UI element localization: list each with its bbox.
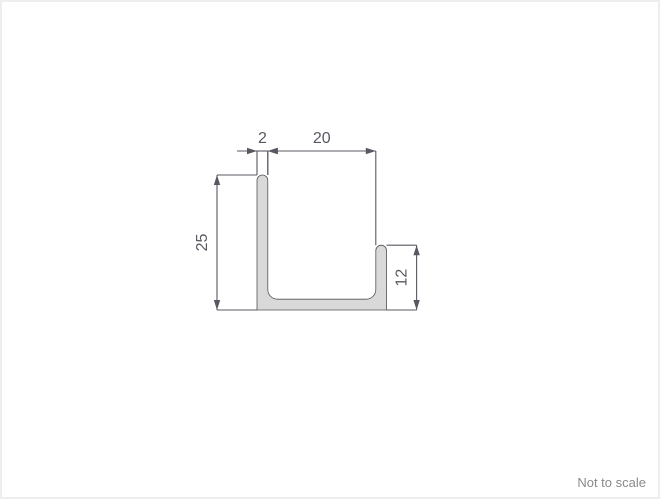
dim-rightheight-12: 12 [387,245,420,310]
svg-text:20: 20 [313,130,331,147]
svg-text:25: 25 [194,234,211,252]
u-channel-profile [257,175,387,310]
svg-text:12: 12 [394,269,411,287]
dim-thickness-2: 2 [237,130,288,175]
technical-drawing: 2 20 25 12 [0,0,660,500]
dim-leftheight-25: 25 [194,175,257,310]
not-to-scale-note: Not to scale [577,475,646,490]
dim-innerwidth-20: 20 [268,130,376,245]
svg-text:2: 2 [258,130,267,147]
